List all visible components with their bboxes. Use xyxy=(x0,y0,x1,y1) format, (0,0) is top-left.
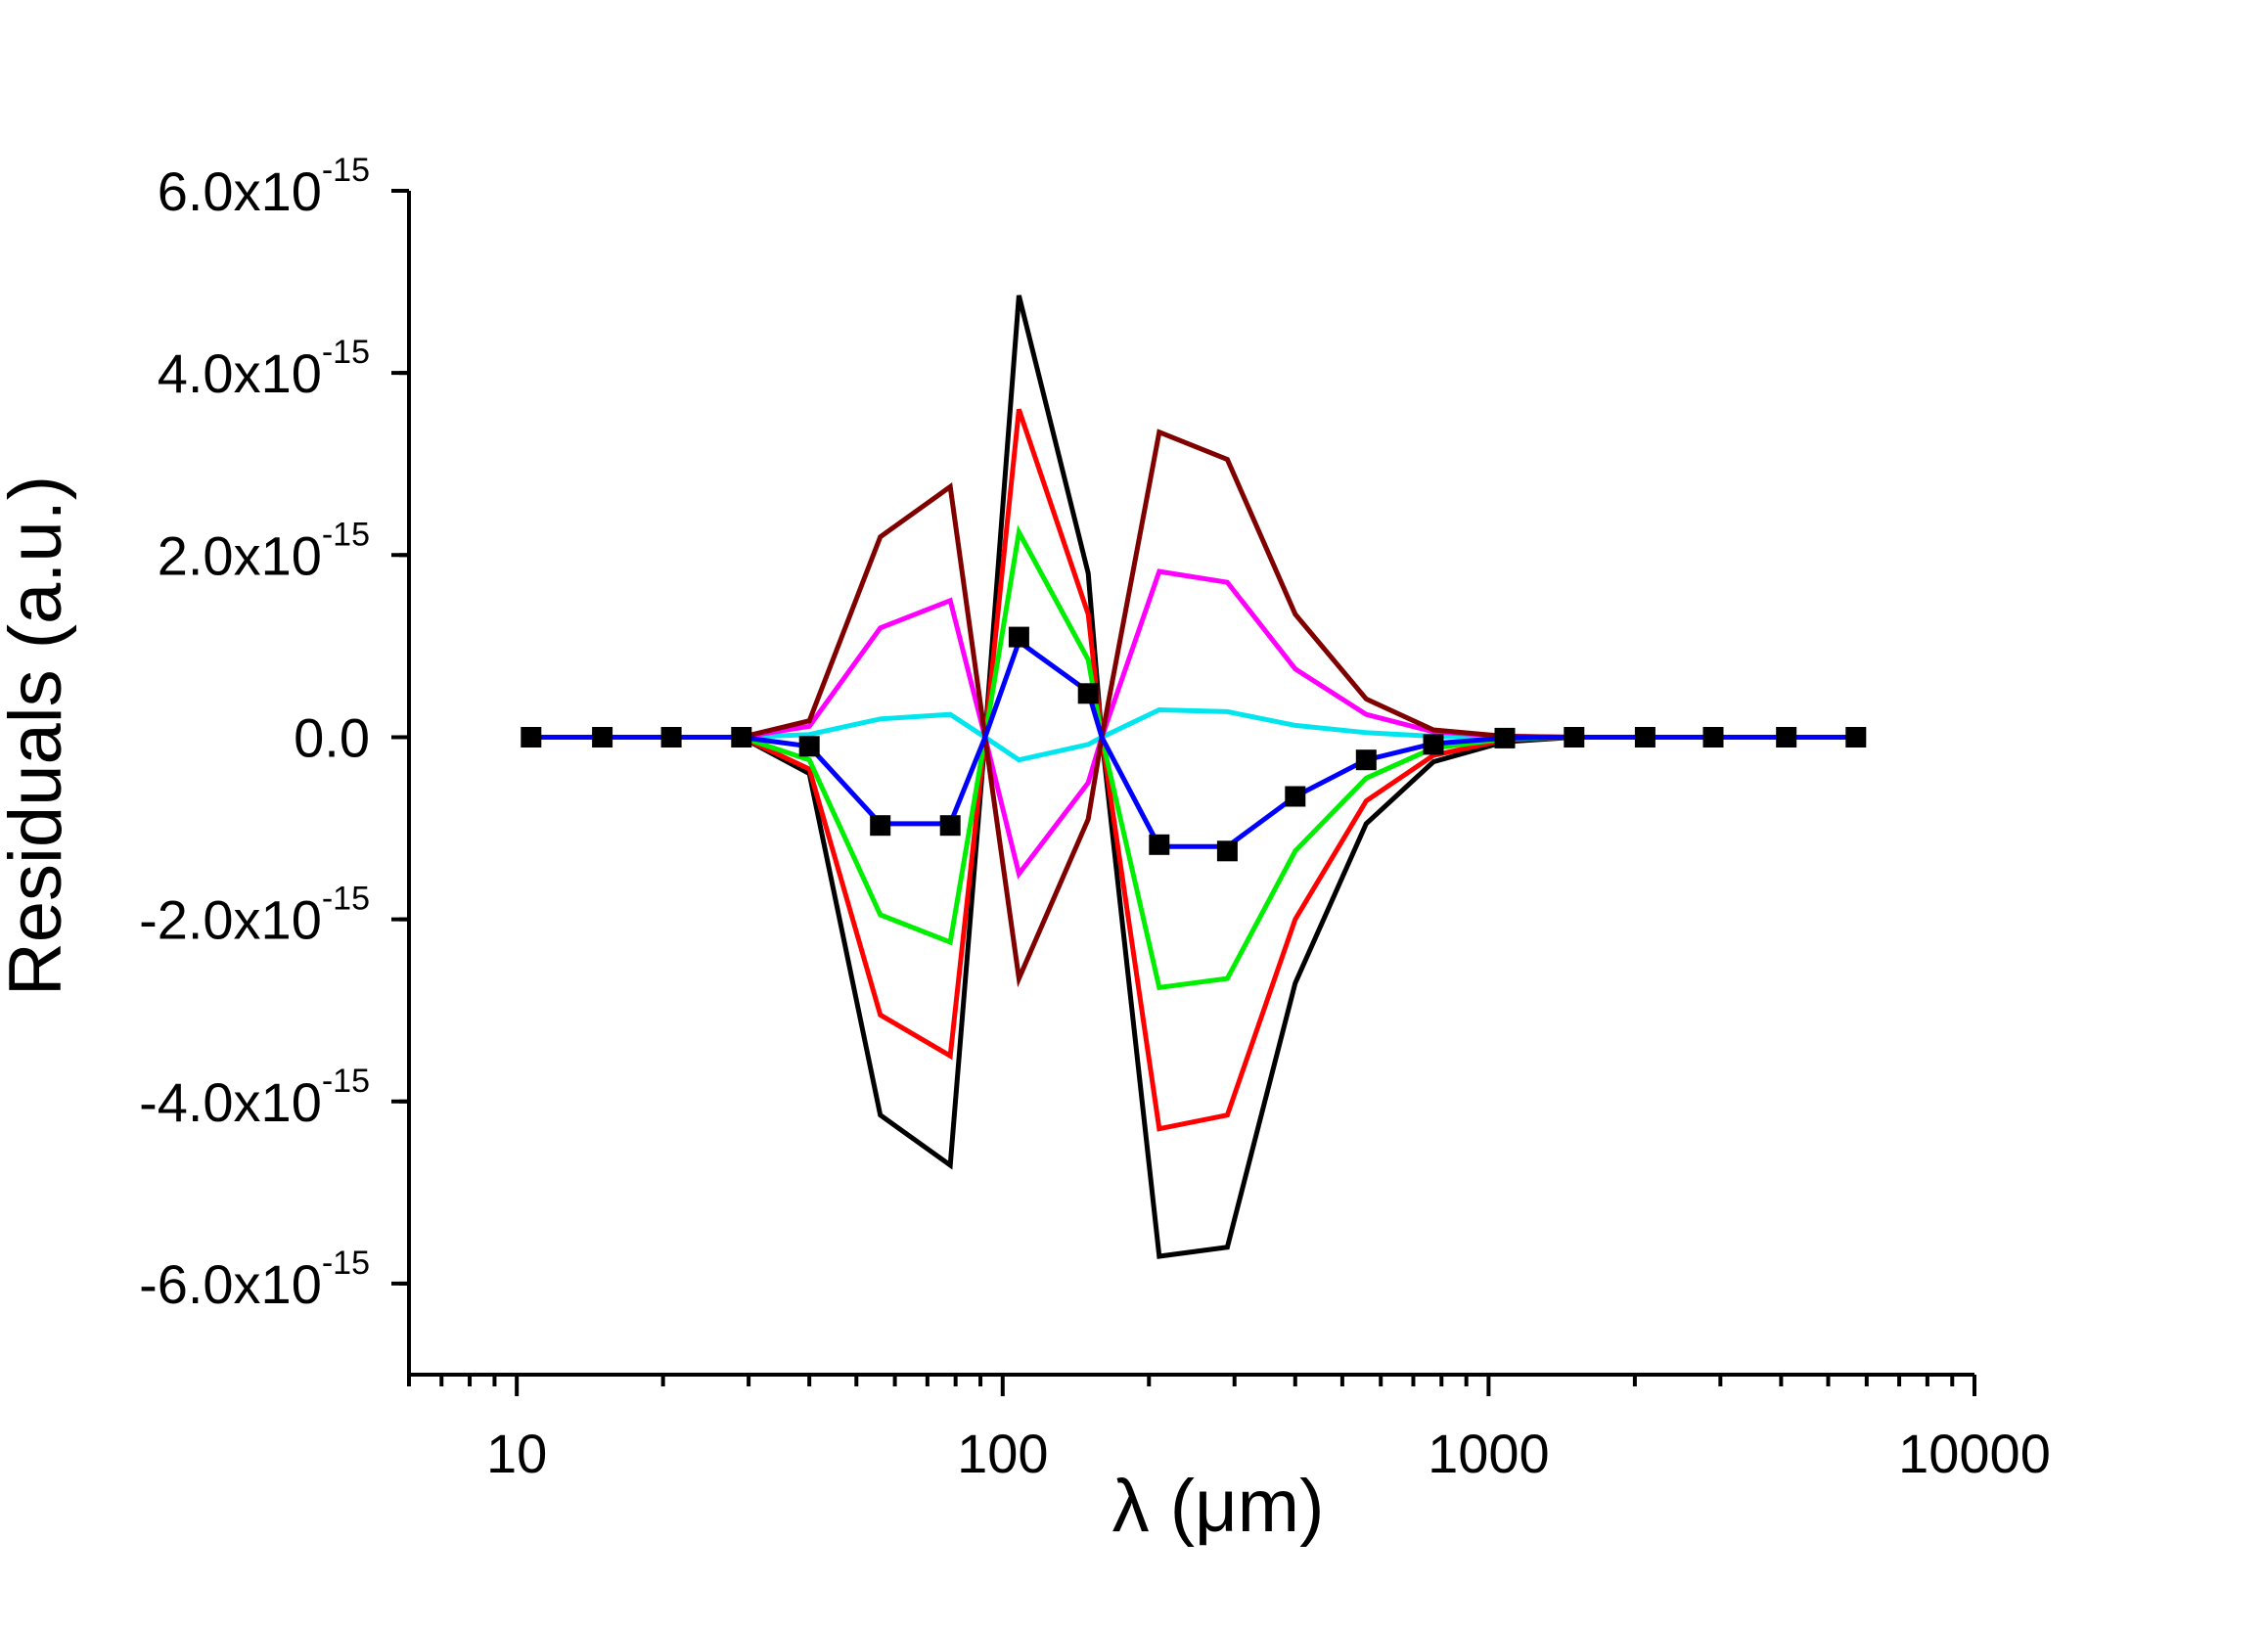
marker-point xyxy=(1423,734,1444,755)
series-line-red xyxy=(530,408,1856,1132)
x-tick-label: 10000 xyxy=(1898,1423,2051,1484)
series-line-blue xyxy=(530,637,1856,849)
marker-point xyxy=(592,727,613,748)
marker-point xyxy=(939,815,961,837)
marker-point xyxy=(1285,786,1306,807)
marker-point xyxy=(1149,834,1170,855)
marker-point xyxy=(1008,626,1029,648)
y-tick-label: 0.0 xyxy=(294,706,370,768)
marker-point xyxy=(870,815,891,837)
y-tick-label: 6.0x10-15 xyxy=(158,152,370,222)
series-line-black xyxy=(530,294,1856,1259)
y-tick-label: 4.0x10-15 xyxy=(158,334,370,404)
marker-point xyxy=(798,736,820,757)
marker-point xyxy=(1845,727,1867,748)
marker-point xyxy=(521,727,542,748)
x-tick-label: 100 xyxy=(957,1423,1048,1484)
y-tick-label: 2.0x10-15 xyxy=(158,516,370,586)
marker-point xyxy=(1634,727,1656,748)
series-line-green xyxy=(530,524,1856,991)
marker-point xyxy=(1494,727,1516,748)
y-tick-label: -6.0x10-15 xyxy=(139,1245,370,1315)
y-tick-label: -2.0x10-15 xyxy=(139,881,370,951)
x-tick-label: 1000 xyxy=(1428,1423,1550,1484)
marker-point xyxy=(1077,683,1099,704)
x-axis-title: λ (μm) xyxy=(1112,1465,1325,1548)
marker-point xyxy=(1702,727,1724,748)
series-line-magenta xyxy=(530,568,1856,880)
marker-layer xyxy=(521,626,1867,862)
series-line-brown xyxy=(530,429,1856,988)
series-layer xyxy=(530,294,1856,1259)
marker-point xyxy=(1355,749,1377,771)
marker-point xyxy=(1776,727,1797,748)
y-axis-title: Residuals (a.u.) xyxy=(0,476,77,996)
marker-point xyxy=(1564,727,1585,748)
marker-point xyxy=(1216,840,1238,862)
x-tick-label: 10 xyxy=(486,1423,547,1484)
marker-point xyxy=(731,727,752,748)
y-tick-label: -4.0x10-15 xyxy=(139,1063,370,1133)
axes-layer: 6.0x10-15 4.0x10-15 2.0x10-15 0.0 -2.0x10-15… xyxy=(139,152,2051,1484)
marker-point xyxy=(660,727,682,748)
